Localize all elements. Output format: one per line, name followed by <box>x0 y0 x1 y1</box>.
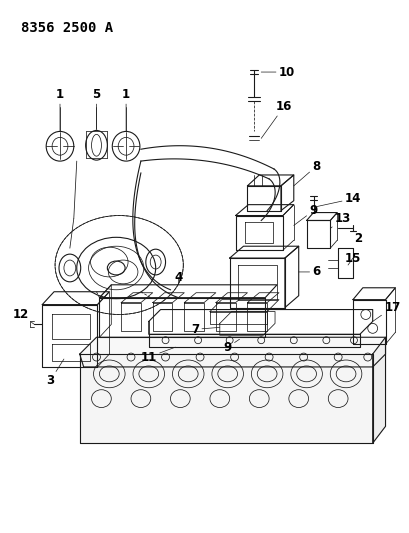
Text: 7: 7 <box>191 323 219 336</box>
Text: 15: 15 <box>344 252 360 265</box>
Text: 3: 3 <box>46 359 64 387</box>
Text: 9: 9 <box>223 339 239 354</box>
Text: 9: 9 <box>293 204 317 225</box>
Text: 13: 13 <box>330 212 351 229</box>
Text: 17: 17 <box>372 301 400 321</box>
Text: 8356 2500 A: 8356 2500 A <box>20 21 112 35</box>
Text: 14: 14 <box>316 192 360 207</box>
Polygon shape <box>79 354 372 443</box>
Text: 11: 11 <box>140 347 175 364</box>
Polygon shape <box>372 337 384 443</box>
Text: 4: 4 <box>174 271 182 285</box>
Text: 16: 16 <box>261 100 291 139</box>
Text: 8: 8 <box>293 159 320 186</box>
Text: 10: 10 <box>261 66 294 78</box>
Text: 6: 6 <box>298 265 320 278</box>
Polygon shape <box>79 337 384 367</box>
Text: 5: 5 <box>92 88 100 130</box>
Text: 2: 2 <box>352 229 361 245</box>
Text: 12: 12 <box>12 308 34 325</box>
Text: 1: 1 <box>122 88 130 132</box>
Text: 1: 1 <box>56 88 64 132</box>
